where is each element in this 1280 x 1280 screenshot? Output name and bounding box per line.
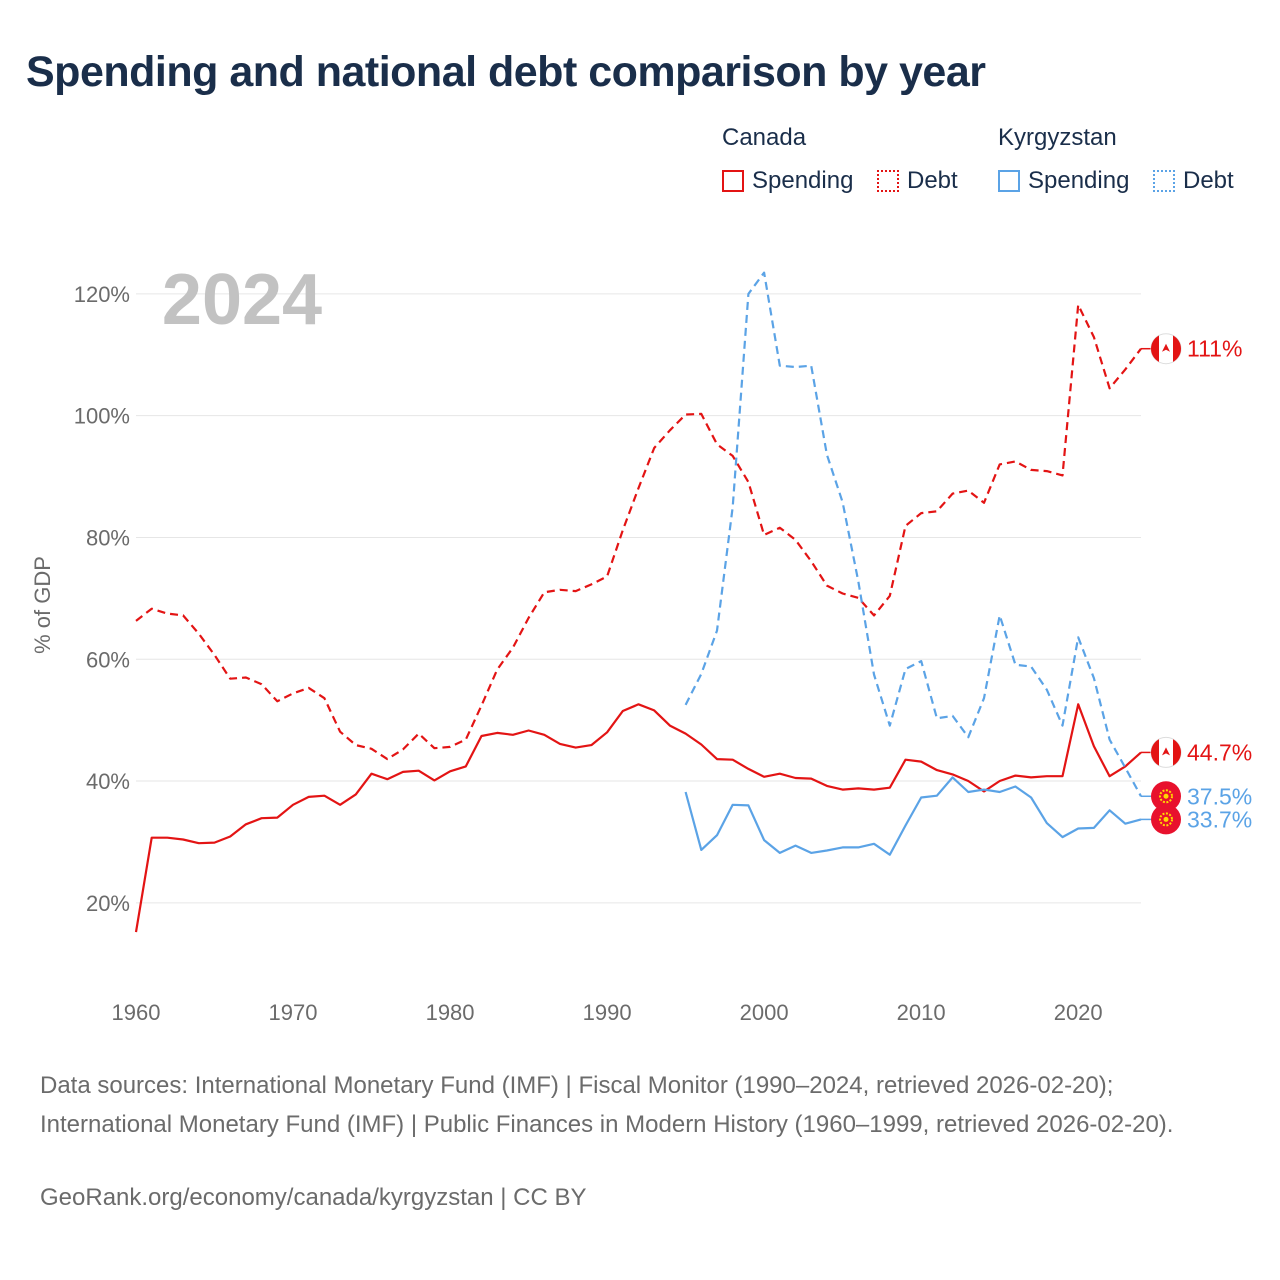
legend-canada-debt[interactable]: Debt: [877, 167, 958, 195]
kyrgyzstan-debt-line: [684, 271, 1142, 797]
y-tick-label: 60%: [86, 647, 130, 672]
x-tick-label: 1970: [269, 1000, 318, 1025]
sun-center-icon: [1163, 816, 1169, 822]
y-tick-label: 20%: [86, 891, 130, 916]
legend-swatch-solid: [722, 170, 744, 192]
end-value-label: 33.7%: [1187, 806, 1252, 832]
canada-flag-band-icon: [1151, 335, 1159, 362]
legend-swatch-dotted: [877, 170, 899, 192]
data-sources: Data sources: International Monetary Fun…: [40, 1072, 1174, 1138]
x-tick-label: 2000: [740, 1000, 789, 1025]
legend-canada-spending[interactable]: Spending: [722, 167, 853, 195]
end-value-label: 111%: [1187, 336, 1242, 362]
canada-flag-band-icon: [1151, 739, 1159, 766]
legend-swatch-solid: [998, 170, 1020, 192]
y-axis-label: % of GDP: [30, 556, 55, 654]
series-lines: [134, 271, 1142, 933]
end-value-label: 44.7%: [1187, 739, 1252, 765]
maple-leaf-icon: [1162, 343, 1170, 352]
legend-kyrgyzstan: Kyrgyzstan Spending Debt: [998, 124, 1234, 194]
y-axis: 20% 40% 60% 80% 100% 120%: [74, 282, 130, 916]
legend-label: Spending: [1028, 167, 1130, 194]
legend-swatch-dotted: [1153, 170, 1175, 192]
legend-kyrgyzstan-debt[interactable]: Debt: [1153, 167, 1234, 195]
legend-canada-name: Canada: [722, 124, 807, 151]
year-label: 2024: [162, 260, 322, 340]
x-tick-label: 2020: [1054, 1000, 1103, 1025]
y-tick-label: 100%: [74, 404, 130, 429]
legend-label: Spending: [752, 167, 854, 194]
credit-link[interactable]: GeoRank.org/economy/canada/kyrgyzstan | …: [40, 1184, 587, 1211]
sun-icon: [1159, 789, 1173, 804]
legend-canada: Canada Spending Debt: [722, 124, 958, 194]
x-tick-label: 1960: [112, 1000, 161, 1025]
sun-center-icon: [1163, 793, 1169, 799]
canada-debt-line: [135, 303, 1142, 761]
maple-leaf-icon: [1162, 747, 1170, 756]
legend-label: Debt: [1183, 167, 1234, 194]
x-tick-label: 1990: [583, 1000, 632, 1025]
x-tick-label: 1980: [426, 1000, 475, 1025]
x-axis: 1960 1970 1980 1990 2000 2010 2020: [112, 1000, 1103, 1025]
kyrgyzstan-spending-line: [684, 776, 1142, 856]
canada-spending-line: [134, 703, 1142, 933]
end-labels: 111% 44.7% 37.5%33.7%: [1141, 333, 1252, 835]
legend-kyrgyzstan-name: Kyrgyzstan: [998, 124, 1117, 151]
gridlines: [136, 293, 1141, 904]
canada-flag-band-icon: [1173, 739, 1181, 766]
legend-label: Debt: [907, 167, 958, 194]
page-title: Spending and national debt comparison by…: [26, 48, 986, 96]
x-tick-label: 2010: [897, 1000, 946, 1025]
y-tick-label: 40%: [86, 769, 130, 794]
end-value-label: 37.5%: [1187, 783, 1252, 809]
canada-flag-band-icon: [1173, 335, 1181, 362]
y-tick-label: 120%: [74, 282, 130, 307]
sun-icon: [1159, 812, 1173, 827]
legend-kyrgyzstan-spending[interactable]: Spending: [998, 167, 1129, 195]
y-tick-label: 80%: [86, 525, 130, 550]
